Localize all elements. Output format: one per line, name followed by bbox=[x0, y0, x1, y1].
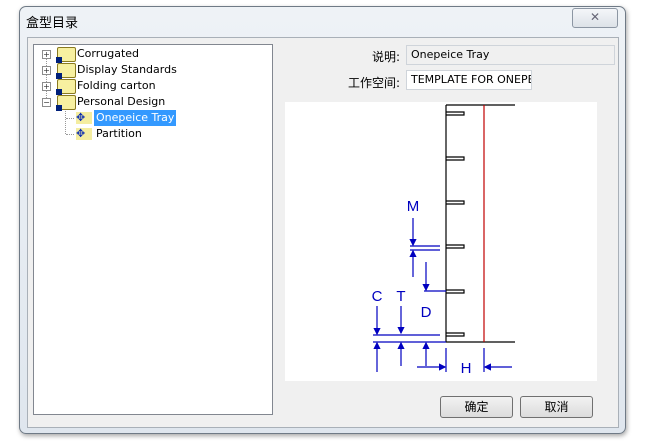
tree-item-folding-carton[interactable]: Folding carton bbox=[77, 79, 156, 92]
folder-icon bbox=[56, 47, 76, 63]
tray-outline bbox=[445, 104, 515, 343]
tray-drawing: M C T D H bbox=[372, 104, 515, 377]
collapse-toggle[interactable]: − bbox=[42, 98, 51, 107]
dim-label-c: C bbox=[372, 288, 383, 305]
expand-toggle[interactable]: + bbox=[42, 82, 51, 91]
tree-item-display-standards[interactable]: Display Standards bbox=[77, 63, 177, 76]
expand-toggle[interactable]: + bbox=[42, 66, 51, 75]
tree-item-corrugated[interactable]: Corrugated bbox=[77, 47, 140, 60]
workspace-label: 工作空间: bbox=[347, 76, 400, 90]
dimension-lines bbox=[373, 218, 512, 372]
folder-icon bbox=[56, 95, 76, 111]
template-icon: ✥ bbox=[76, 128, 92, 140]
tree-item-personal-design[interactable]: Personal Design bbox=[77, 95, 166, 108]
template-preview: M C T D H bbox=[285, 102, 597, 381]
workspace-field[interactable]: TEMPLATE FOR ONEPEIC bbox=[406, 70, 532, 90]
folder-icon bbox=[56, 63, 76, 79]
tree-item-partition[interactable]: Partition bbox=[96, 127, 142, 140]
close-icon: ✕ bbox=[589, 10, 601, 24]
dim-label-d: D bbox=[421, 304, 432, 321]
window-title: 盒型目录 bbox=[26, 16, 79, 31]
template-icon: ✥ bbox=[76, 112, 92, 124]
description-label: 说明: bbox=[371, 50, 400, 64]
expand-toggle[interactable]: + bbox=[42, 50, 51, 59]
description-field: Onepeice Tray bbox=[406, 45, 615, 65]
folder-icon bbox=[56, 79, 76, 95]
tree-item-onepeice-tray[interactable]: Onepeice Tray bbox=[94, 110, 177, 126]
dim-label-h: H bbox=[461, 360, 472, 377]
dim-label-m: M bbox=[407, 198, 420, 215]
close-button[interactable]: ✕ bbox=[572, 8, 618, 28]
ok-button[interactable]: 确定 bbox=[440, 396, 513, 418]
dim-label-t: T bbox=[396, 288, 405, 305]
cancel-button[interactable]: 取消 bbox=[520, 396, 593, 418]
